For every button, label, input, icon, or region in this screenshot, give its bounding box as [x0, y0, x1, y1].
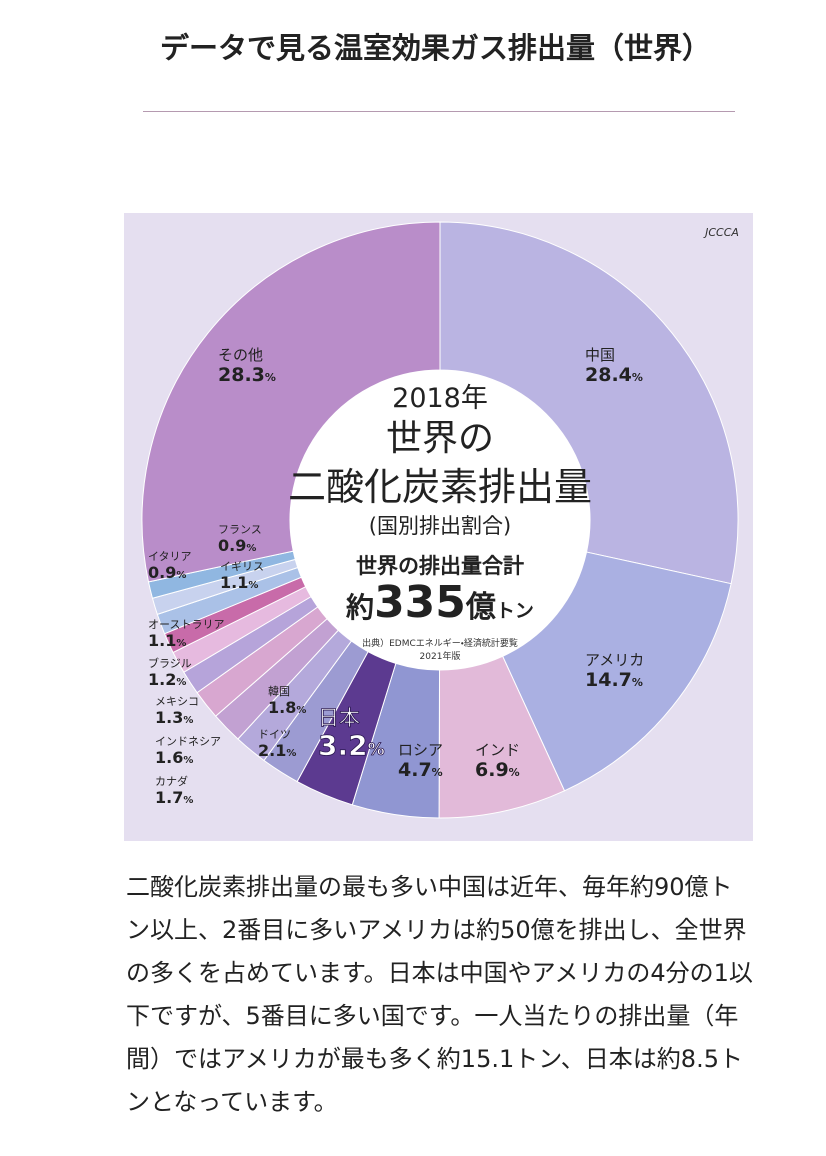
slice-label: ロシア	[398, 741, 443, 759]
value-number: 0.9	[148, 563, 176, 582]
value-unit: %	[183, 755, 193, 766]
value-label: 1.6%	[155, 748, 193, 767]
value-unit: %	[183, 715, 193, 726]
value-label: 0.9%	[148, 563, 186, 582]
value-unit: %	[509, 766, 520, 779]
value-label: 28.4%	[585, 364, 643, 386]
value-number: 0.9	[218, 536, 246, 555]
value-unit: %	[368, 740, 385, 760]
slice-label: アメリカ	[585, 651, 644, 669]
slice-label: 中国	[585, 346, 615, 364]
value-unit: %	[176, 638, 186, 649]
value-label: 2.1%	[258, 741, 296, 760]
value-number: 1.6	[155, 748, 183, 767]
slice-label: インドネシア	[155, 735, 221, 748]
title-rule	[143, 111, 735, 112]
value-number: 28.3	[218, 364, 265, 386]
value-number: 6.9	[475, 759, 509, 781]
value-unit: %	[248, 580, 258, 591]
center-subtitle: (国別排出割合)	[369, 514, 511, 538]
slice-label: その他	[218, 346, 263, 364]
total-label: 世界の排出量合計	[356, 554, 524, 578]
value-unit: %	[176, 677, 186, 688]
value-unit: %	[176, 570, 186, 581]
value-unit: %	[632, 371, 643, 384]
slice-label: インド	[475, 741, 520, 759]
value-label: 6.9%	[475, 759, 520, 781]
value-label: 1.2%	[148, 670, 186, 689]
value-unit: %	[632, 676, 643, 689]
value-label: 1.1%	[148, 631, 186, 650]
value-label: 28.3%	[218, 364, 276, 386]
slice-label: フランス	[218, 523, 262, 536]
paragraph: 二酸化炭素排出量の最も多い中国は近年、毎年約90億トン以上、2番目に多いアメリカ…	[126, 873, 753, 1116]
logo: JCCCA	[703, 226, 739, 239]
slice-label: ドイツ	[258, 728, 291, 741]
source-edition: 2021年版	[420, 650, 461, 662]
slice-label: オーストラリア	[148, 618, 224, 631]
total-value: 335	[374, 577, 466, 628]
value-label: 3.2%	[318, 729, 385, 762]
value-label: 1.1%	[220, 573, 258, 592]
value-number: 2.1	[258, 741, 286, 760]
value-unit: %	[286, 748, 296, 759]
total-unit: 億	[465, 590, 496, 625]
value-unit: %	[296, 705, 306, 716]
center-year: 2018年	[392, 383, 488, 414]
value-number: 1.7	[155, 788, 183, 807]
slice-label: 韓国	[268, 685, 290, 698]
slice-label: メキシコ	[155, 695, 199, 708]
center-title: 二酸化炭素排出量	[288, 465, 592, 509]
value-label: 4.7%	[398, 759, 443, 781]
value-number: 14.7	[585, 669, 632, 691]
value-label: 14.7%	[585, 669, 643, 691]
slice-label: イギリス	[220, 560, 264, 573]
value-number: 1.2	[148, 670, 176, 689]
value-number: 1.3	[155, 708, 183, 727]
value-label: 1.8%	[268, 698, 306, 717]
chart: JCCCA 2018年 世界の 二酸化炭素排出量 (国別排出割合) 世界の排出量…	[124, 213, 753, 841]
article-title: データで見る温室効果ガス排出量（世界）	[160, 31, 712, 65]
total: 約335億トン	[345, 577, 534, 628]
value-unit: %	[265, 371, 276, 384]
value-unit: %	[432, 766, 443, 779]
slice-label: ブラジル	[148, 656, 192, 670]
source: 出典）EDMCエネルギー・経済統計要覧	[362, 637, 518, 649]
total-prefix: 約	[345, 591, 374, 624]
value-unit: %	[246, 543, 256, 554]
value-label: 1.7%	[155, 788, 193, 807]
value-number: 28.4	[585, 364, 632, 386]
value-number: 1.1	[220, 573, 248, 592]
value-label: 0.9%	[218, 536, 256, 555]
value-number: 1.8	[268, 698, 296, 717]
value-label: 1.3%	[155, 708, 193, 727]
slice-label: カナダ	[155, 774, 188, 788]
center-title: 世界の	[386, 418, 494, 459]
slice-label: 日本	[318, 706, 360, 730]
value-number: 1.1	[148, 631, 176, 650]
donut-hole	[290, 370, 590, 670]
value-unit: %	[183, 795, 193, 806]
total-unit: トン	[496, 600, 534, 622]
slice-label: イタリア	[148, 550, 192, 563]
value-number: 3.2	[318, 729, 368, 762]
value-number: 4.7	[398, 759, 432, 781]
